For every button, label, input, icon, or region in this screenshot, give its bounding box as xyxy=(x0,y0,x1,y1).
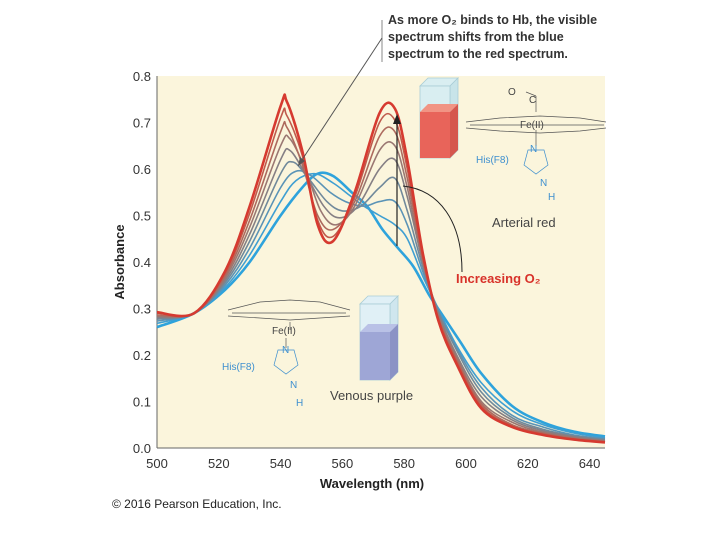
x-axis-label: Wavelength (nm) xyxy=(320,476,424,491)
y-ticks: 0.0 0.1 0.2 0.3 0.4 0.5 0.6 0.7 0.8 xyxy=(133,69,151,456)
spectrum-line-2 xyxy=(156,172,606,439)
x-tick-label: 620 xyxy=(517,456,539,471)
oxy-c-atom: C xyxy=(529,95,536,106)
oxy-heme-structure xyxy=(465,91,607,175)
spectrum-line-1 xyxy=(156,171,606,438)
deoxy-nh-atom: N xyxy=(290,380,297,391)
annotation-line-1: As more O₂ binds to Hb, the visible xyxy=(388,13,597,27)
venous-purple-label: Venous purple xyxy=(330,388,413,403)
arterial-red-label: Arterial red xyxy=(492,215,556,230)
y-tick-label: 0.5 xyxy=(133,209,151,224)
annotation-line-2: spectrum shifts from the blue xyxy=(388,30,564,44)
y-tick-label: 0.2 xyxy=(133,348,151,363)
x-tick-label: 640 xyxy=(579,456,601,471)
x-tick-label: 580 xyxy=(393,456,415,471)
increasing-o2-arrowhead xyxy=(393,114,401,124)
annotation-line-3: spectrum to the red spectrum. xyxy=(388,47,568,61)
spectrum-line-5 xyxy=(156,147,606,442)
y-axis-label: Absorbance xyxy=(112,224,127,299)
y-tick-label: 0.6 xyxy=(133,162,151,177)
y-tick-label: 0.7 xyxy=(133,116,151,131)
y-tick-label: 0.3 xyxy=(133,302,151,317)
y-tick-label: 0.1 xyxy=(133,395,151,410)
deoxy-n-atom: N xyxy=(282,345,289,356)
y-tick-label: 0.8 xyxy=(133,69,151,84)
copyright-text: © 2016 Pearson Education, Inc. xyxy=(112,497,282,511)
deoxy-heme-structure xyxy=(227,299,351,375)
spectrum-line-8 xyxy=(156,107,606,443)
spectrum-line-9 xyxy=(156,93,606,444)
venous-purple-cuvette xyxy=(359,295,399,381)
increasing-o2-label: Increasing O₂ xyxy=(456,271,541,286)
spectrum-line-6 xyxy=(156,134,606,442)
x-ticks: 500 520 540 560 580 600 620 640 xyxy=(146,456,600,471)
oxy-fe-label: Fe(II) xyxy=(520,120,544,131)
arterial-red-cuvette xyxy=(419,77,459,159)
oxy-his-label: His(F8) xyxy=(476,155,509,166)
x-tick-label: 520 xyxy=(208,456,230,471)
spectrum-series xyxy=(156,93,606,444)
y-tick-label: 0.0 xyxy=(133,441,151,456)
deoxy-h-atom: H xyxy=(296,398,303,409)
spectrum-line-4 xyxy=(156,160,606,441)
oxy-o-atom: O xyxy=(508,87,516,98)
x-tick-label: 500 xyxy=(146,456,168,471)
oxy-nh-atom: N xyxy=(540,178,547,189)
spectrum-line-3 xyxy=(156,169,606,440)
x-tick-label: 600 xyxy=(455,456,477,471)
spectrum-line-7 xyxy=(156,120,606,443)
x-tick-label: 540 xyxy=(270,456,292,471)
deoxy-his-label: His(F8) xyxy=(222,362,255,373)
oxy-n-atom: N xyxy=(530,144,537,155)
oxy-h-atom: H xyxy=(548,192,555,203)
annotation-arrowhead xyxy=(298,157,305,166)
x-tick-label: 560 xyxy=(332,456,354,471)
deoxy-fe-label: Fe(II) xyxy=(272,326,296,337)
increasing-o2-curved-pointer xyxy=(402,185,463,273)
y-tick-label: 0.4 xyxy=(133,255,151,270)
annotation-pointer xyxy=(297,37,383,167)
